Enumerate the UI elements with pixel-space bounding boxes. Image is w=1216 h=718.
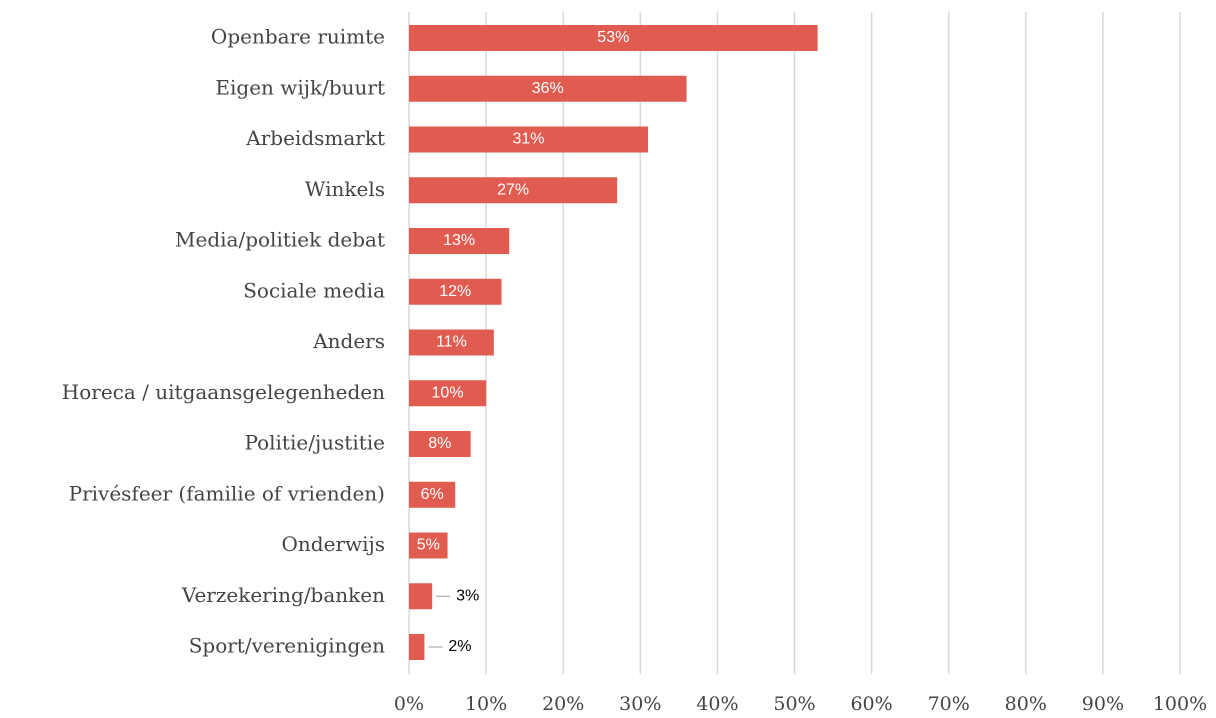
x-tick-label: 20% [542,693,584,715]
x-tick-label: 50% [773,693,815,715]
bar [409,25,818,51]
bar [409,329,494,356]
value-label: 27% [497,181,529,198]
x-tick-label: 70% [928,693,970,715]
value-label: 13% [443,232,475,249]
value-label: 10% [432,384,464,401]
value-label: 31% [512,131,544,148]
x-tick-label: 10% [465,693,507,715]
category-label: Winkels [305,177,385,201]
bar [409,634,425,660]
value-label: 3% [456,587,479,604]
x-tick-label: 40% [696,693,738,715]
category-label: Horeca / uitgaansgelegenheden [62,380,385,404]
bar [409,278,502,305]
x-tick-label: 0% [394,693,424,715]
x-tick-label: 80% [1005,693,1047,715]
bar [409,583,433,610]
category-label: Verzekering/banken [181,583,385,607]
x-tick-label: 90% [1082,693,1124,715]
x-tick-label: 60% [850,693,892,715]
category-label: Privésfeer (familie of vrienden) [69,481,385,505]
bar [409,228,510,254]
bar [409,481,456,508]
bar [409,75,687,102]
value-label: 36% [532,80,564,97]
x-tick-label: 100% [1153,693,1207,715]
value-label: 53% [597,29,629,46]
category-label: Media/politiek debat [175,228,385,252]
category-label: Eigen wijk/buurt [215,75,385,99]
bar [409,431,471,457]
value-label: 11% [436,334,467,351]
category-label: Onderwijs [282,532,385,556]
category-label: Politie/justitie [244,431,385,455]
category-label: Openbare ruimte [211,25,385,49]
category-label: Anders [312,329,385,353]
bar [409,126,649,153]
x-tick-label: 30% [619,693,661,715]
bar [409,532,448,559]
category-label: Sport/verenigingen [189,634,385,658]
value-label: 8% [428,435,451,452]
category-label: Arbeidsmarkt [245,126,385,150]
value-label: 2% [448,638,471,655]
bar [409,177,618,204]
value-label: 12% [439,283,471,300]
value-label: 6% [421,486,444,503]
value-label: 5% [417,537,440,554]
bar [409,380,487,407]
category-label: Sociale media [243,278,385,302]
